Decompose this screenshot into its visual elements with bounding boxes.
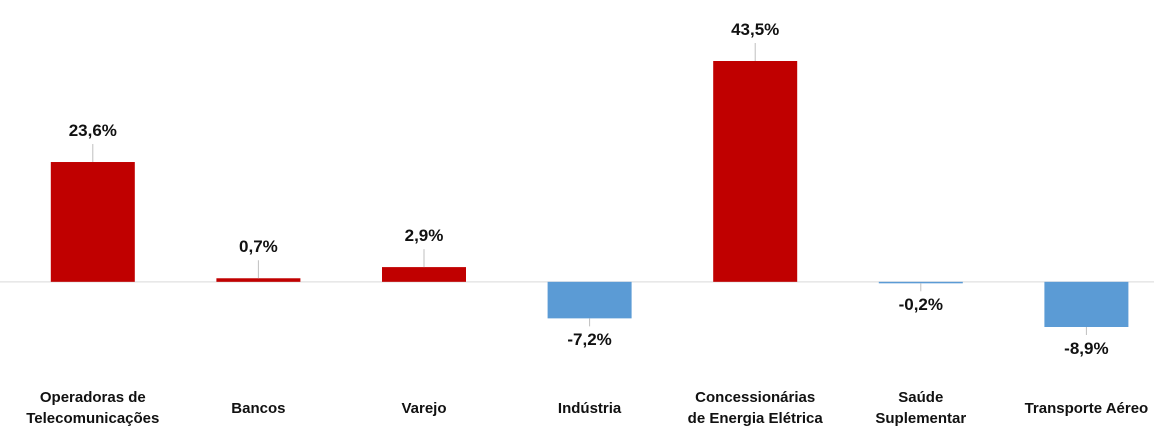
value-label: 43,5% <box>731 20 780 39</box>
x-tick-label: Transporte Aéreo <box>1024 399 1149 417</box>
x-tick-label: Saúde Suplementar <box>875 389 967 427</box>
bar <box>382 267 466 282</box>
value-label: 2,9% <box>404 226 444 246</box>
x-tick-label: Varejo <box>401 399 447 417</box>
bar <box>1044 281 1129 327</box>
x-tick-label: Bancos <box>231 399 286 417</box>
value-label: -7,2% <box>567 330 612 350</box>
bar <box>878 281 963 284</box>
bar <box>547 281 632 319</box>
bar <box>216 278 301 282</box>
value-label: -8,9% <box>1064 339 1109 358</box>
x-tick-label: Concessionárias de Energia Elétrica <box>687 389 823 427</box>
bar <box>713 61 798 282</box>
bar <box>50 162 135 282</box>
value-label: 23,6% <box>68 121 117 141</box>
x-tick-label: Operadoras de Telecomunicações <box>26 389 160 427</box>
x-tick-label: Indústria <box>557 399 622 417</box>
value-label: 0,7% <box>239 237 278 257</box>
value-label: -0,2% <box>898 295 943 315</box>
